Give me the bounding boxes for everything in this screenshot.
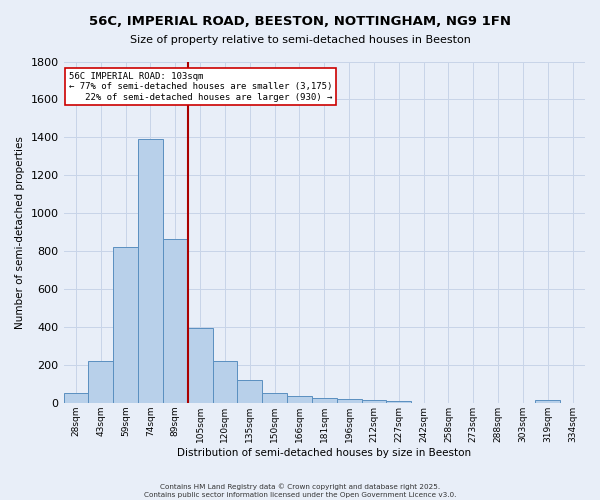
Text: 56C, IMPERIAL ROAD, BEESTON, NOTTINGHAM, NG9 1FN: 56C, IMPERIAL ROAD, BEESTON, NOTTINGHAM,…: [89, 15, 511, 28]
Bar: [138, 139, 163, 403]
X-axis label: Distribution of semi-detached houses by size in Beeston: Distribution of semi-detached houses by …: [177, 448, 472, 458]
Bar: [262, 394, 287, 403]
Bar: [64, 394, 88, 403]
Bar: [362, 400, 386, 403]
Bar: [88, 361, 113, 403]
Bar: [535, 400, 560, 403]
Text: 56C IMPERIAL ROAD: 103sqm
← 77% of semi-detached houses are smaller (3,175)
   2: 56C IMPERIAL ROAD: 103sqm ← 77% of semi-…: [69, 72, 332, 102]
Bar: [337, 399, 362, 403]
Bar: [188, 328, 212, 403]
Bar: [312, 398, 337, 403]
Bar: [163, 239, 188, 403]
Y-axis label: Number of semi-detached properties: Number of semi-detached properties: [15, 136, 25, 328]
Bar: [113, 248, 138, 403]
Bar: [212, 361, 238, 403]
Bar: [238, 380, 262, 403]
Bar: [386, 401, 411, 403]
Text: Size of property relative to semi-detached houses in Beeston: Size of property relative to semi-detach…: [130, 35, 470, 45]
Text: Contains HM Land Registry data © Crown copyright and database right 2025.
Contai: Contains HM Land Registry data © Crown c…: [144, 484, 456, 498]
Bar: [287, 396, 312, 403]
